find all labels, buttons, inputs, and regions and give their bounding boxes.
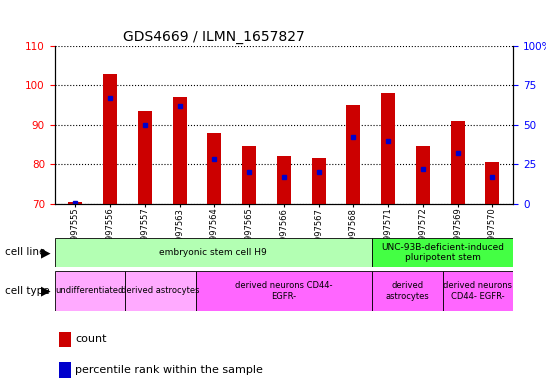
Text: percentile rank within the sample: percentile rank within the sample	[75, 365, 263, 375]
Text: count: count	[75, 334, 106, 344]
Text: derived astrocytes: derived astrocytes	[121, 286, 200, 295]
Text: derived
astrocytes: derived astrocytes	[385, 281, 429, 301]
Bar	[381, 93, 395, 204]
Bar	[138, 111, 152, 204]
Text: cell type: cell type	[5, 286, 50, 296]
Text: derived neurons CD44-
EGFR-: derived neurons CD44- EGFR-	[235, 281, 333, 301]
Bar	[125, 271, 195, 311]
Bar	[347, 105, 360, 204]
Bar	[103, 74, 117, 204]
Bar	[372, 238, 513, 267]
Bar	[195, 271, 372, 311]
Text: undifferentiated: undifferentiated	[56, 286, 124, 295]
Bar	[68, 202, 82, 204]
Text: embryonic stem cell H9: embryonic stem cell H9	[159, 248, 267, 257]
Bar	[416, 146, 430, 204]
Bar	[55, 271, 125, 311]
Bar	[312, 158, 325, 204]
Bar	[242, 146, 256, 204]
Bar	[59, 332, 70, 347]
Text: ▶: ▶	[41, 246, 51, 259]
Bar	[207, 132, 221, 204]
Bar	[450, 121, 465, 204]
Bar	[372, 271, 443, 311]
Text: cell line: cell line	[5, 247, 46, 258]
Bar	[485, 162, 500, 204]
Text: GDS4669 / ILMN_1657827: GDS4669 / ILMN_1657827	[123, 30, 305, 44]
Bar	[59, 362, 70, 378]
Text: ▶: ▶	[41, 285, 51, 297]
Bar	[55, 238, 372, 267]
Bar	[443, 271, 513, 311]
Text: derived neurons
CD44- EGFR-: derived neurons CD44- EGFR-	[443, 281, 513, 301]
Text: UNC-93B-deficient-induced
pluripotent stem: UNC-93B-deficient-induced pluripotent st…	[381, 243, 504, 262]
Bar	[173, 97, 187, 204]
Bar	[277, 156, 291, 204]
